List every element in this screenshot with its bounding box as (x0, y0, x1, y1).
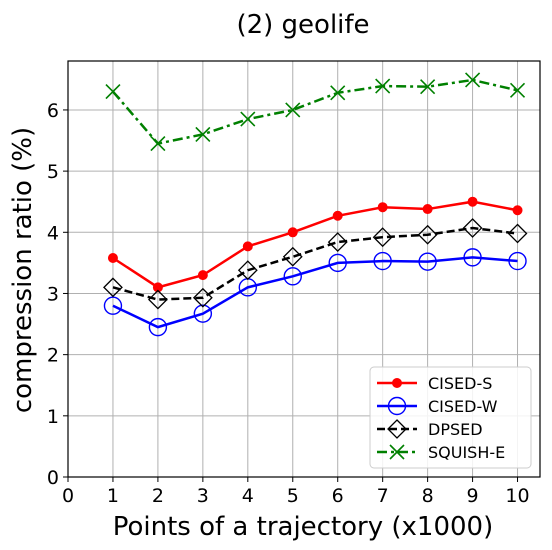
x-tick-label: 2 (152, 485, 164, 507)
data-point (240, 111, 256, 127)
data-point (148, 317, 168, 337)
data-point (508, 251, 527, 271)
data-point (507, 223, 528, 244)
data-point (152, 282, 163, 293)
data-point (330, 85, 346, 101)
data-point (103, 277, 123, 298)
series-cised-s (107, 196, 523, 293)
series-line (112, 256, 518, 329)
x-tick-label: 10 (505, 485, 529, 507)
x-tick-label: 9 (467, 485, 479, 507)
data-point (417, 224, 438, 245)
x-tick-label: 6 (332, 485, 344, 507)
data-point (418, 252, 437, 271)
y-tick-label: 3 (47, 283, 59, 305)
x-tick-label: 1 (107, 485, 119, 507)
data-point (327, 232, 348, 253)
data-point (192, 287, 213, 308)
data-point (462, 218, 483, 238)
series-dpsed (103, 218, 528, 310)
y-tick-label: 4 (47, 222, 59, 244)
legend-marker (387, 396, 407, 416)
data-point (463, 248, 482, 267)
series-squish-e (105, 72, 526, 152)
data-point (377, 202, 388, 213)
data-point (332, 210, 343, 221)
data-point (465, 72, 481, 88)
legend-marker (389, 444, 405, 460)
data-point (375, 78, 391, 94)
legend-label: CISED-W (428, 397, 498, 416)
x-tick-label: 4 (242, 485, 254, 507)
series-line (112, 226, 518, 301)
data-point (328, 253, 347, 273)
legend-label: CISED-S (428, 374, 492, 393)
legend-item: SQUISH-E (377, 443, 505, 462)
data-point (287, 227, 298, 238)
data-point (242, 241, 253, 252)
legend-item: CISED-W (377, 396, 498, 416)
x-tick-label: 7 (377, 485, 389, 507)
legend-marker (387, 419, 407, 439)
data-point (509, 82, 526, 98)
y-tick-label: 1 (47, 406, 59, 428)
legend-item: CISED-S (377, 374, 492, 393)
data-point (283, 267, 302, 286)
axes: 0 1 2 3 4 5 6 7 8 9 10 0 1 2 3 4 5 6 (47, 100, 530, 507)
series-line (112, 78, 518, 145)
y-tick-label: 5 (47, 161, 59, 183)
series-cised-w (103, 248, 527, 337)
data-point (373, 251, 392, 271)
legend-label: DPSED (428, 420, 483, 439)
series-line (112, 200, 518, 289)
x-tick-label: 3 (197, 485, 209, 507)
x-tick-label: 5 (287, 485, 299, 507)
data-point (150, 136, 166, 152)
data-point (422, 204, 433, 215)
data-point (107, 252, 118, 263)
y-tick-label: 6 (47, 100, 59, 122)
legend-item: DPSED (377, 419, 483, 439)
data-point (372, 227, 393, 248)
x-tick-label: 8 (422, 485, 434, 507)
data-point (285, 102, 301, 118)
legend-marker (392, 378, 402, 388)
data-point (193, 304, 213, 323)
legend-box (369, 366, 532, 469)
x-axis-label: Points of a trajectory (x1000) (113, 512, 494, 542)
legend-label: SQUISH-E (428, 443, 505, 462)
x-tick-label: 0 (62, 485, 74, 507)
data-point (237, 260, 258, 281)
y-tick-label: 0 (47, 467, 59, 489)
data-point (197, 270, 208, 281)
plot-area-frame (67, 60, 541, 478)
y-axis-label: compression ratio (%) (8, 127, 38, 413)
data-point (512, 205, 523, 216)
data-point (147, 289, 168, 310)
y-tick-label: 2 (47, 345, 59, 367)
chart-title: (2) geolife (236, 10, 369, 40)
legend: CISED-S CISED-W DPSED SQUISH-E (369, 366, 532, 469)
series-layer (103, 72, 528, 337)
data-point (420, 79, 436, 95)
data-point (467, 196, 478, 207)
data-point (105, 84, 121, 100)
data-point (195, 126, 211, 142)
data-point (282, 246, 303, 267)
